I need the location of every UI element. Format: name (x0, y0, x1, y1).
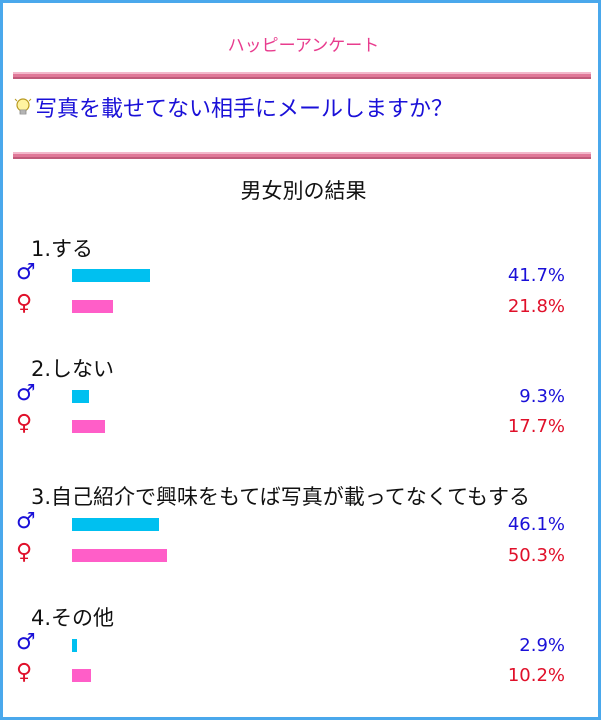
female-bar (72, 300, 113, 313)
female-percentage: 21.8% (507, 296, 565, 317)
female-bar (72, 420, 106, 433)
question-text: 写真を載せてない相手にメールしますか？ (35, 97, 454, 122)
male-percentage: 2.9% (519, 635, 565, 656)
male-symbol: ♂ (16, 509, 36, 534)
female-percentage: 50.3% (507, 545, 565, 566)
male-bar (72, 518, 159, 531)
male-symbol: ♂ (16, 381, 36, 406)
male-symbol: ♂ (16, 630, 36, 655)
option-label: 4.その他 (31, 606, 115, 630)
divider-top (13, 72, 591, 79)
female-percentage: 10.2% (507, 665, 565, 686)
female-symbol: ♀ (16, 291, 33, 316)
female-symbol: ♀ (16, 660, 33, 685)
female-symbol: ♀ (16, 411, 33, 436)
option-label: 3.自己紹介で興味をもてば写真が載ってなくてもする (31, 485, 531, 509)
female-percentage: 17.7% (507, 416, 565, 437)
male-percentage: 41.7% (507, 265, 565, 286)
female-bar (72, 669, 92, 682)
site-logo: ハッピーアンケート (227, 36, 380, 56)
lightbulb-icon (14, 98, 32, 115)
female-bar (72, 549, 167, 562)
male-bar (72, 639, 78, 652)
question-row: 写真を載せてない相手にメールしますか？ (13, 91, 593, 123)
male-bar (72, 390, 90, 403)
male-percentage: 9.3% (519, 386, 565, 407)
male-symbol: ♂ (16, 260, 36, 285)
option-label: 2.しない (31, 357, 115, 381)
male-bar (72, 269, 151, 282)
male-percentage: 46.1% (507, 514, 565, 535)
results-subtitle: 男女別の結果 (240, 179, 367, 203)
divider-bottom (13, 152, 591, 159)
female-symbol: ♀ (16, 540, 33, 565)
option-label: 1.する (31, 237, 94, 261)
